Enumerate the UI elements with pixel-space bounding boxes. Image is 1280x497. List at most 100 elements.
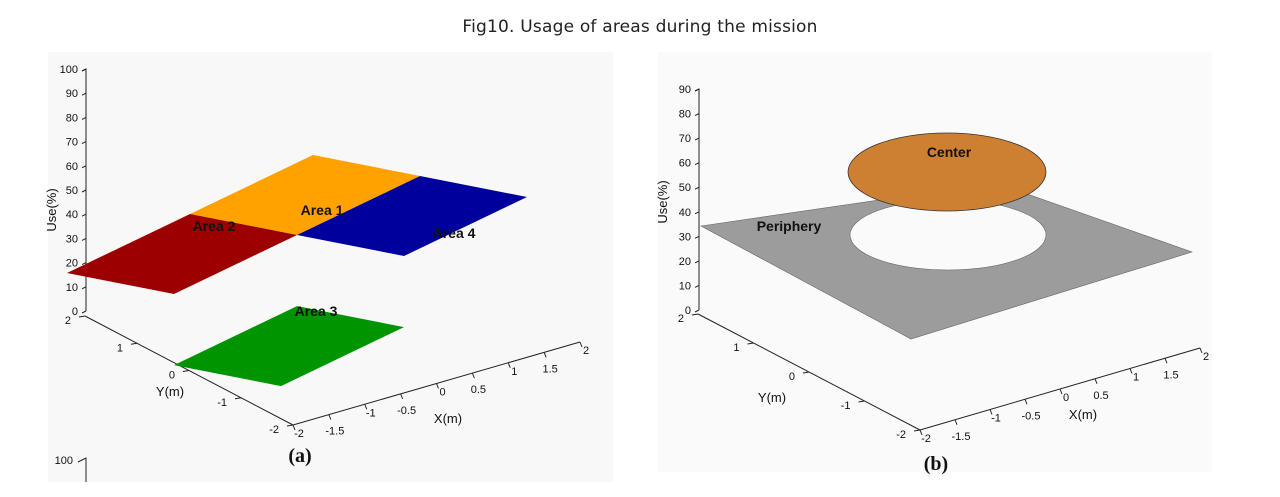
z-tick-label: 20 (66, 258, 78, 270)
z-tick-label: 60 (679, 158, 691, 170)
y-tick-label: 2 (65, 315, 71, 327)
x-tick-mark (328, 414, 332, 420)
z-tick-label: 40 (66, 209, 78, 221)
x-tick-label: -1 (991, 413, 1001, 425)
x-tick-label: 1 (1133, 372, 1139, 384)
x-tick-label: -1.5 (952, 431, 971, 443)
y-tick-label: -1 (217, 397, 227, 409)
y-tick-mark (130, 342, 138, 345)
x-tick-mark (1059, 388, 1063, 395)
center-plane (847, 132, 1047, 212)
y-tick-label: 0 (789, 371, 795, 383)
area-1-plane (190, 155, 420, 235)
z-tick-label: 100 (60, 64, 78, 76)
y-tick-mark (286, 424, 294, 427)
z-tick-mark (81, 141, 87, 145)
x-tick-label: 2 (583, 345, 589, 357)
z-tick-mark (81, 237, 87, 241)
z-tick-label: 10 (66, 282, 78, 294)
x-tick-mark (543, 352, 547, 358)
chart-panel-b: 90 80 70 60 50 40 30 20 10 0 2 1 0 -1 -2 -2 -1.5 -1 -0.5 0… (655, 52, 1212, 475)
y-tick-mark (234, 397, 242, 400)
z-tick-mark (694, 260, 700, 264)
figure-title: Fig10. Usage of areas during the mission (462, 17, 818, 37)
x-tick-label: 1.5 (1163, 369, 1178, 381)
z-tick-label: 30 (66, 233, 78, 245)
y-tick-mark (858, 400, 865, 403)
x-axis-label: X(m) (434, 411, 462, 426)
z-tick-label: 50 (679, 182, 691, 194)
x-tick-label: 1 (511, 366, 517, 378)
z-tick-mark (694, 235, 700, 239)
z-tick-mark (81, 213, 87, 217)
z-tick-mark (81, 92, 87, 96)
area-3-label: Area 3 (295, 303, 338, 319)
y-tick-label: 2 (678, 313, 684, 325)
center-label: Center (927, 144, 972, 160)
x-tick-mark (989, 409, 993, 415)
z-tick-label: 0 (685, 305, 691, 317)
extra-z-tick: 100 (55, 455, 73, 467)
x-tick-mark (954, 419, 958, 425)
x-tick-label: -1.5 (325, 426, 344, 438)
x-tick-mark (364, 404, 368, 410)
ground-axes: 2 1 0 -1 -2 -2 -1.5 -1 -0.5 0 0.5 1 1.5 2 (65, 315, 589, 440)
z-tick-mark (81, 116, 87, 120)
z-tick-label: 90 (679, 84, 691, 96)
z-tick-label: 70 (679, 133, 691, 145)
y-axis-label: Y(m) (156, 384, 184, 399)
z-tick-label: 50 (66, 185, 78, 197)
x-tick-label: 0.5 (1093, 390, 1108, 402)
y-tick-label: 1 (117, 342, 123, 354)
x-tick-mark (471, 372, 475, 379)
x-tick-mark (1164, 358, 1168, 364)
z-axis-line (81, 68, 87, 311)
area-2-label: Area 2 (193, 218, 236, 234)
x-tick-mark (1199, 347, 1203, 354)
x-tick-mark (579, 341, 583, 348)
z-tick-label: 40 (679, 207, 691, 219)
z-axis: 90 80 70 60 50 40 30 20 10 0 (679, 84, 700, 317)
panel-a-letter: (a) (288, 445, 311, 467)
x-tick-mark (400, 393, 404, 400)
z-axis-label: Use(%) (44, 188, 59, 231)
z-tick-mark (694, 211, 700, 215)
x-tick-mark (1094, 378, 1098, 384)
z-tick-mark (694, 284, 700, 288)
z-tick-mark (81, 189, 87, 193)
x-axis-label: X(m) (1069, 407, 1097, 422)
z-tick-label: 60 (66, 161, 78, 173)
y-tick-mark (182, 370, 190, 372)
x-tick-label: 0 (1063, 392, 1069, 404)
area-1-label: Area 1 (301, 202, 344, 218)
z-tick-mark (81, 262, 87, 266)
area-2-plane (67, 214, 297, 294)
x-tick-label: 2 (1203, 351, 1209, 363)
x-tick-mark (292, 424, 296, 431)
x-tick-label: 0 (439, 387, 445, 399)
z-tick-label: 10 (679, 280, 691, 292)
z-tick-label: 30 (679, 231, 691, 243)
y-tick-label: -2 (896, 429, 906, 441)
z-tick-mark (694, 137, 700, 141)
y-tick-label: -1 (841, 400, 851, 412)
z-tick-mark (81, 286, 87, 290)
y-tick-mark (691, 313, 699, 316)
x-tick-mark (919, 429, 923, 436)
z-tick-mark (694, 162, 700, 166)
x-tick-label: -0.5 (1022, 410, 1041, 422)
z-tick-label: 70 (66, 137, 78, 149)
x-tick-mark (436, 383, 439, 389)
area-4-plane (297, 176, 527, 256)
area-4-label: Area 4 (433, 225, 476, 241)
z-tick-label: 80 (679, 109, 691, 121)
x-tick-label: 0.5 (471, 384, 486, 396)
x-tick-label: -2 (294, 428, 304, 440)
x-tick-label: -0.5 (397, 405, 416, 417)
ground-axes: 2 1 0 -1 -2 -2 -1.5 -1 -0.5 0 0.5 1 1.5 2 (678, 313, 1209, 445)
y-tick-mark (747, 342, 754, 345)
x-tick-label: -1 (366, 407, 376, 419)
